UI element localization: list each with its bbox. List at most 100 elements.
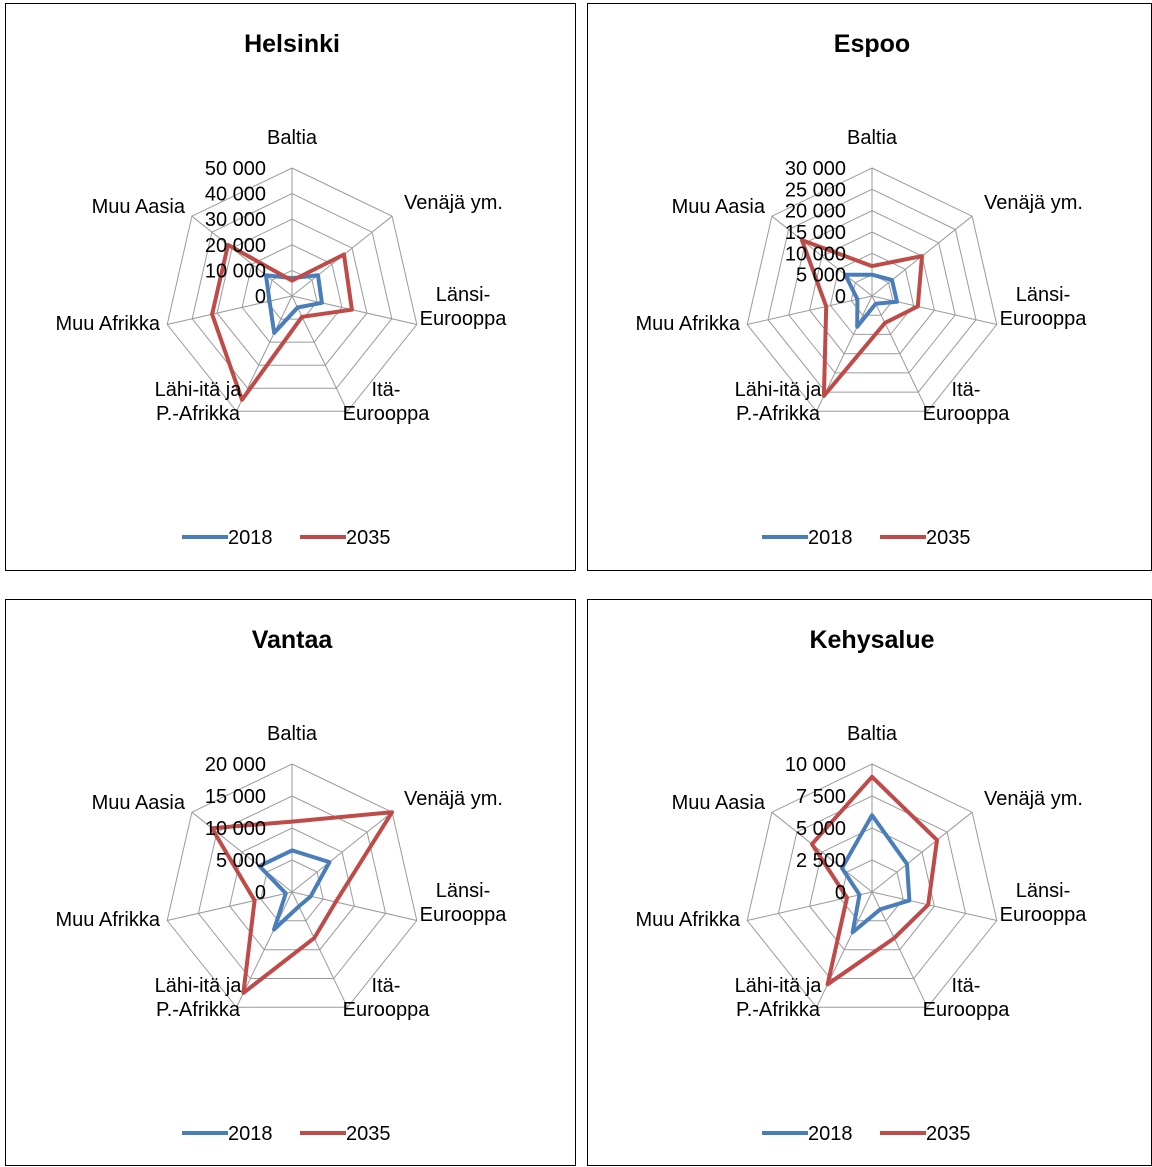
tick-label: 0 (835, 286, 846, 308)
chart-title: Espoo (834, 30, 910, 58)
legend: 2018 2035 (182, 1123, 391, 1145)
chart-panel-espoo: Espoo 0 5 000 10 000 15 000 20 000 25 000 30 00… (587, 3, 1152, 571)
tick-label: 0 (835, 882, 846, 904)
tick-label: 7 500 (796, 786, 846, 808)
category-label: Itä-Eurooppa (343, 379, 431, 425)
tick-label: 5 000 (796, 818, 846, 840)
category-label: Itä-Eurooppa (923, 379, 1011, 425)
category-label: Muu Afrikka (636, 909, 741, 931)
grid-ring (166, 167, 418, 412)
legend-label: 2035 (346, 527, 391, 549)
grid-spoke (291, 891, 417, 921)
tick-label: 30 000 (785, 158, 846, 180)
category-label: Itä-Eurooppa (343, 975, 431, 1021)
grid-spoke (291, 891, 348, 1008)
category-label: Muu Aasia (92, 792, 186, 814)
category-label: Länsi-Eurooppa (1000, 284, 1088, 330)
category-label: Muu Afrikka (56, 909, 161, 931)
tick-label: 25 000 (785, 179, 846, 201)
series-line-2018 (840, 813, 912, 935)
grid-spoke (816, 891, 873, 1008)
category-label: Muu Aasia (672, 196, 766, 218)
series-line-2035 (210, 242, 354, 402)
category-label: Venäjä ym. (404, 788, 503, 810)
tick-label: 20 000 (785, 201, 846, 223)
category-label: Venäjä ym. (984, 192, 1083, 214)
tick-label: 2 500 (796, 850, 846, 872)
chart-panel-kehysalue: Kehysalue 0 2 500 5 000 7 500 10 000 Baltia Ven… (587, 599, 1152, 1166)
grid-spoke (167, 891, 293, 921)
category-label: Baltia (847, 127, 898, 149)
chart-panel-helsinki: Helsinki 0 10 000 20 000 30 000 40 000 50 000 B… (5, 3, 576, 571)
category-label: Lähi-itä ja P.-Afrikka (735, 379, 823, 425)
chart-panel-vantaa: Vantaa 0 5 000 10 000 15 000 20 000 Baltia Venä… (5, 599, 576, 1166)
series-line-2018 (843, 272, 899, 329)
legend-label: 2018 (228, 527, 273, 549)
legend: 2018 2035 (182, 527, 391, 549)
series-line-2018 (257, 848, 332, 932)
legend-label: 2018 (808, 1123, 853, 1145)
chart-title: Helsinki (244, 30, 340, 58)
tick-label: 20 000 (205, 235, 266, 257)
grid-ring (829, 252, 915, 335)
grid-ring (809, 827, 935, 951)
grid-ring (746, 763, 998, 1008)
grid-ring (241, 244, 343, 343)
grid-spoke (871, 891, 928, 1008)
legend-label: 2035 (346, 1123, 391, 1145)
category-label: Itä-Eurooppa (923, 975, 1011, 1021)
grid-ring (809, 231, 935, 355)
tick-label: 50 000 (205, 158, 266, 180)
grid-spoke (871, 295, 928, 412)
series-line-2018 (264, 273, 324, 335)
legend-label: 2018 (808, 527, 853, 549)
tick-label: 30 000 (205, 209, 266, 231)
radar-chart-svg: Helsinki 0 10 000 20 000 30 000 40 000 50 000B… (56, 30, 508, 549)
tick-label: 40 000 (205, 184, 266, 206)
tick-label: 0 (255, 882, 266, 904)
grid-ring (746, 167, 998, 412)
tick-label: 10 000 (785, 754, 846, 776)
legend-label: 2035 (926, 1123, 971, 1145)
grid-spoke (771, 811, 873, 893)
category-label: Länsi-Eurooppa (1000, 880, 1088, 926)
grid-spoke (291, 811, 393, 893)
tick-label: 5 000 (796, 265, 846, 287)
category-label: Baltia (267, 127, 318, 149)
category-label: Lähi-itä ja P.-Afrikka (155, 379, 243, 425)
category-label: Baltia (847, 723, 898, 745)
category-label: Baltia (267, 723, 318, 745)
grid-spoke (747, 891, 873, 921)
category-label: Muu Aasia (92, 196, 186, 218)
grid-ring (767, 188, 977, 393)
grid-ring (260, 859, 324, 922)
grid-ring (166, 763, 418, 1008)
tick-label: 5 000 (216, 850, 266, 872)
grid-ring (216, 218, 368, 366)
series-line-2035 (799, 238, 924, 398)
tick-label: 10 000 (785, 243, 846, 265)
tick-label: 0 (255, 286, 266, 308)
category-label: Lähi-itä ja P.-Afrikka (155, 975, 243, 1021)
category-label: Venäjä ym. (984, 788, 1083, 810)
tick-label: 20 000 (205, 754, 266, 776)
grid-spoke (191, 215, 293, 297)
category-label: Venäjä ym. (404, 192, 503, 214)
category-label: Länsi-Eurooppa (420, 880, 508, 926)
legend: 2018 2035 (762, 527, 971, 549)
series-line-2035 (209, 810, 395, 995)
grid-spoke (291, 295, 417, 325)
grid-spoke (871, 811, 973, 893)
chart-title: Vantaa (252, 626, 334, 654)
grid-spoke (771, 215, 873, 297)
grid-ring (777, 795, 967, 979)
grid-spoke (871, 891, 997, 921)
category-label: Muu Afrikka (636, 313, 741, 335)
grid-ring (788, 210, 956, 374)
category-label: Muu Afrikka (56, 313, 161, 335)
legend: 2018 2035 (762, 1123, 971, 1145)
legend-label: 2035 (926, 527, 971, 549)
